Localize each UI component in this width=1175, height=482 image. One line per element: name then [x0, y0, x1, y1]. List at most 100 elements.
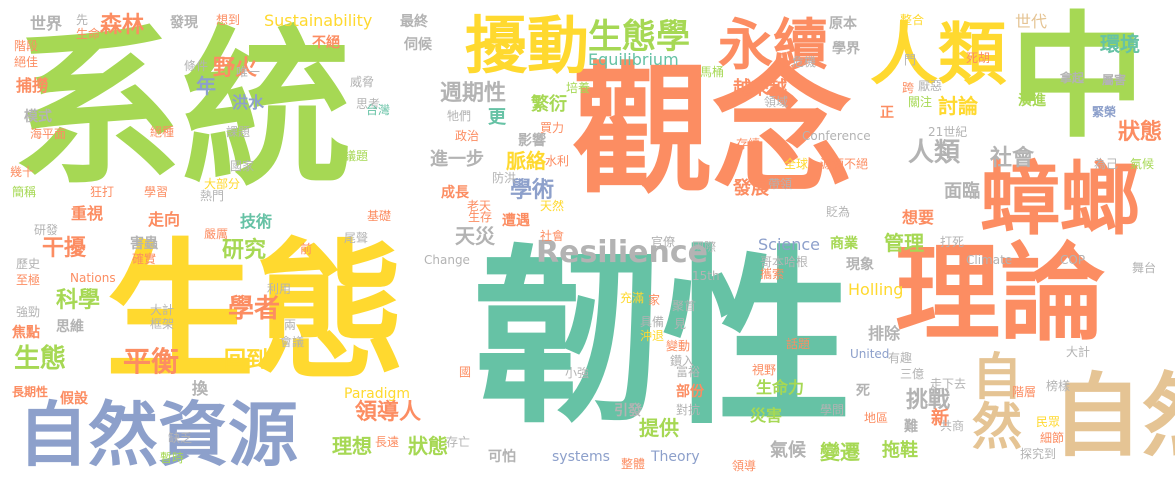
word: 防洪 — [492, 171, 517, 185]
word: 探究到 — [1020, 447, 1057, 461]
word: 框架 — [150, 317, 175, 331]
word: 部份 — [676, 384, 704, 400]
word: 討論 — [938, 94, 978, 118]
word: 關注 — [908, 95, 933, 109]
word: 官僚 — [651, 235, 676, 249]
word: Sustainability — [264, 11, 373, 30]
word: 天災 — [455, 224, 495, 248]
word: 想要 — [902, 208, 935, 227]
word: Resilience — [536, 235, 708, 270]
word: 災害 — [750, 406, 783, 425]
word: 影響 — [518, 133, 546, 149]
word: 科學 — [56, 288, 101, 313]
word: 整合 — [900, 13, 925, 27]
word: 培養 — [566, 81, 591, 95]
word: 提供 — [639, 416, 679, 440]
word: 拿起 — [1060, 71, 1085, 85]
word: Science — [758, 235, 821, 254]
word: 哥本哈根 — [760, 255, 809, 269]
word: 社會 — [540, 229, 565, 243]
word: 領域 — [764, 95, 789, 109]
word: 遭遇 — [502, 213, 530, 229]
word: 視野 — [752, 363, 777, 377]
word: 歷史 — [16, 257, 41, 271]
word: 打死 — [940, 235, 965, 249]
word: 環境 — [1100, 32, 1140, 56]
word: 技術 — [240, 212, 273, 231]
word: 更 — [488, 107, 506, 128]
word: 思考 — [356, 97, 381, 111]
word: 發展 — [733, 178, 769, 199]
word: 生命 — [76, 27, 101, 41]
word: 引發 — [614, 403, 642, 419]
word: 變動 — [666, 339, 691, 353]
word: 有趣 — [888, 351, 913, 365]
word: 商業 — [830, 236, 858, 252]
word: 貶為 — [826, 205, 851, 219]
word: 長期性 — [12, 385, 49, 399]
word: 演進 — [1018, 93, 1046, 109]
word: 韌性 — [472, 229, 853, 450]
word: 攜索 — [760, 267, 785, 281]
word: 社會 — [990, 146, 1035, 171]
word: 拖鞋 — [882, 440, 918, 461]
word: 越來越 — [733, 78, 787, 99]
word: Holling — [848, 280, 904, 299]
word: 為己 — [1094, 157, 1119, 171]
word: 跨 — [902, 81, 915, 95]
word: 存續 — [736, 137, 761, 151]
word: 干擾 — [42, 236, 87, 261]
word: 洪水 — [232, 93, 265, 112]
word: 回到 — [224, 348, 269, 373]
word: 生命力 — [756, 378, 805, 397]
word: 前 — [300, 242, 313, 256]
word: 三億 — [900, 367, 925, 381]
word: 狀態 — [408, 434, 448, 458]
word: 氣候 — [770, 440, 806, 461]
word: 絕種 — [150, 125, 175, 139]
word: Theory — [651, 449, 700, 465]
word: 平衡 — [123, 345, 180, 378]
word: 大計 — [150, 303, 175, 317]
word: Paradigm — [344, 386, 411, 402]
word: 幾十 — [10, 165, 35, 179]
word: 階段 — [14, 39, 39, 53]
word: 課題 — [226, 125, 251, 139]
word: 學習 — [144, 185, 169, 199]
word: 共商 — [940, 419, 965, 433]
word: 生存 — [468, 210, 493, 224]
word: 聚首 — [672, 299, 697, 313]
word: 全球 — [784, 157, 809, 171]
word: 自然 — [964, 350, 1022, 450]
word: 21世紀 — [928, 125, 968, 139]
word: 領導人 — [355, 400, 422, 425]
word: 走下去 — [930, 377, 967, 391]
word: 面臨 — [944, 181, 980, 202]
word: United — [850, 347, 890, 361]
word: 國際 — [692, 240, 717, 254]
word: 民眾 — [1036, 415, 1061, 429]
word: systems — [552, 449, 610, 465]
word: 缺乏 — [168, 431, 193, 445]
word: 捕撈 — [16, 76, 49, 95]
word: 挑戰 — [906, 388, 951, 413]
word: 海平面 — [30, 127, 67, 141]
word: 兩 — [284, 318, 297, 332]
word: 國 — [459, 365, 472, 379]
word: 細節 — [1040, 431, 1065, 445]
word: 嚴厲 — [204, 227, 229, 241]
word: 先 — [76, 13, 89, 27]
word: 大計 — [1066, 345, 1091, 359]
word: 榜樣 — [1046, 379, 1071, 393]
word: 整體 — [621, 457, 646, 471]
word: 氣候 — [1130, 157, 1155, 171]
word: 學問 — [820, 403, 845, 417]
word: 成長 — [441, 185, 469, 201]
word: 會議 — [280, 335, 305, 349]
word: 週期性 — [440, 81, 507, 106]
word: 死胡 — [966, 51, 991, 65]
word: 現象 — [846, 257, 874, 273]
word: 威脅 — [350, 75, 375, 89]
word: 富裕 — [676, 365, 701, 379]
